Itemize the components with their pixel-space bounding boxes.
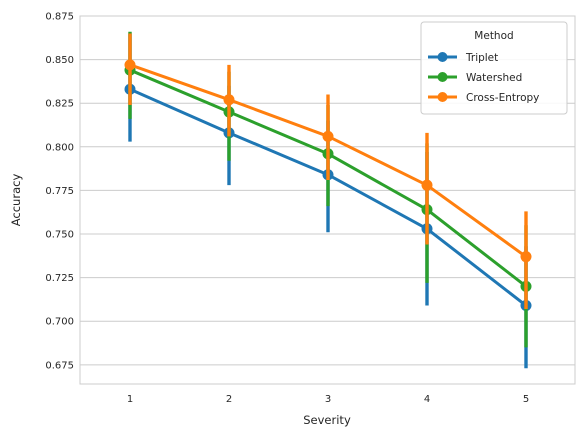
- legend-label: Cross-Entropy: [466, 92, 539, 104]
- y-tick-label: 0.700: [45, 317, 74, 328]
- y-tick-label: 0.850: [45, 55, 74, 66]
- plot-frame: [79, 15, 576, 385]
- data-point: [520, 251, 532, 263]
- y-tick-label: 0.750: [45, 230, 74, 241]
- x-tick-label: 2: [226, 394, 232, 405]
- y-tick-label: 0.675: [45, 360, 74, 371]
- legend: Method Triplet Watershed Cross-Entropy: [420, 21, 568, 115]
- legend-entries: Triplet Watershed Cross-Entropy: [428, 52, 539, 104]
- y-tick-labels: 0.675 0.700 0.725 0.750 0.775 0.800 0.825 0.850…: [45, 12, 74, 372]
- x-axis-label: Severity: [303, 413, 351, 427]
- series-cross-entropy: [124, 33, 532, 310]
- legend-swatch-marker: [437, 72, 448, 82]
- data-point: [124, 59, 136, 71]
- legend-label: Watershed: [466, 72, 522, 84]
- y-tick-label: 0.800: [45, 142, 74, 153]
- y-tick-label: 0.725: [45, 273, 74, 284]
- y-axis-label: Accuracy: [9, 174, 23, 227]
- x-tick-labels: 1 2 3 4 5: [127, 394, 529, 405]
- x-tick-label: 5: [523, 394, 529, 405]
- legend-label: Triplet: [465, 52, 498, 64]
- x-tick-label: 3: [325, 394, 331, 405]
- x-tick-label: 1: [127, 394, 133, 405]
- y-tick-label: 0.775: [45, 186, 74, 197]
- data-point: [421, 179, 433, 191]
- legend-swatch-marker: [437, 52, 448, 62]
- data-point: [322, 130, 334, 142]
- legend-title: Method: [474, 30, 513, 42]
- y-tick-label: 0.825: [45, 99, 74, 110]
- x-tick-label: 4: [424, 394, 430, 405]
- legend-box: [420, 21, 568, 115]
- data-point: [223, 94, 235, 106]
- series-layer: [124, 31, 532, 369]
- legend-swatch-marker: [437, 92, 448, 102]
- y-tick-label: 0.875: [45, 12, 74, 23]
